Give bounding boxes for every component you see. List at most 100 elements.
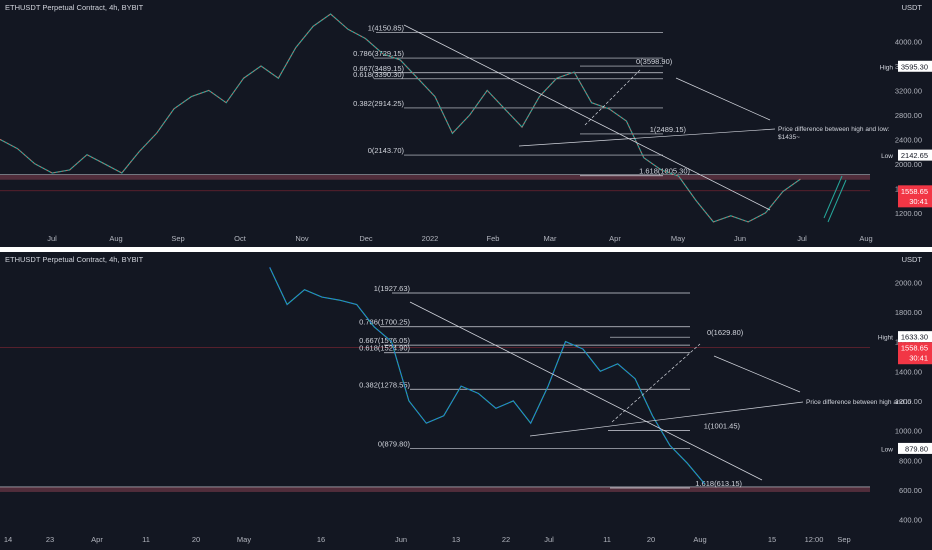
price-tag-value: 1633.30: [901, 333, 928, 342]
y-tick-label: 1200.00: [895, 209, 922, 218]
fib-level-label: 1.618(613.15): [695, 479, 742, 488]
x-tick-label: Jun: [395, 535, 407, 544]
support-zone: [0, 486, 870, 492]
fib-level-label: 0.786(3729.15): [353, 49, 404, 58]
y-tick-label: 1400.00: [895, 367, 922, 376]
y-tick-label: 2000.00: [895, 160, 922, 169]
x-tick-label: Apr: [609, 234, 621, 243]
fib-level-label: 0.618(3390.30): [353, 70, 404, 79]
support-zone: [0, 174, 870, 180]
price-tag: [898, 442, 932, 454]
y-tick-label: 2800.00: [895, 111, 922, 120]
annotation-arrow: [529, 401, 804, 437]
price-tag: [898, 342, 932, 365]
x-tick-label: 12:00: [805, 535, 824, 544]
x-tick-label: Oct: [234, 234, 247, 243]
x-tick-label: Sep: [171, 234, 184, 243]
annotation-arrow: [518, 128, 776, 147]
price-tag-side: Low: [881, 446, 893, 453]
x-tick-label: Jul: [47, 234, 57, 243]
x-tick-label: 2022: [422, 234, 439, 243]
annotation-arrow: [713, 355, 801, 393]
x-tick-label: Aug: [693, 535, 706, 544]
annotation-arrow: [675, 77, 771, 121]
price-tag: [898, 149, 932, 161]
fib-level-label: 0(2143.70): [368, 146, 405, 155]
fib-level-label: 0.667(1576.05): [359, 336, 410, 345]
price-tag-side: High: [880, 64, 894, 71]
x-tick-label: May: [237, 535, 251, 544]
x-tick-label: Aug: [109, 234, 122, 243]
fib-level-label: 0(3598.90): [636, 57, 673, 66]
fib-level-label: 0.667(3489.15): [353, 64, 404, 73]
trend-line: [403, 24, 771, 211]
x-tick-label: Jul: [544, 535, 554, 544]
y-tick-label: 2400.00: [895, 135, 922, 144]
x-tick-label: Dec: [359, 234, 373, 243]
x-tick-label: 11: [603, 535, 611, 544]
fib-level-label: 0.382(1278.55): [359, 380, 410, 389]
y-tick-label: 800.00: [899, 456, 922, 465]
y-tick-label: 1000.00: [895, 427, 922, 436]
price-tag-value: 1558.65: [901, 187, 928, 196]
x-tick-label: Jun: [734, 234, 746, 243]
x-tick-label: 23: [46, 535, 54, 544]
x-tick-label: Jul: [797, 234, 807, 243]
x-tick-label: Mar: [544, 234, 557, 243]
fib-level-label: 0(1629.80): [707, 328, 744, 337]
projection-line: [611, 343, 701, 423]
y-tick-label: 3200.00: [895, 86, 922, 95]
price-tag-side: Hight: [878, 335, 893, 342]
channel-line: [827, 179, 847, 223]
fib-level-label: 0.786(1700.25): [359, 318, 410, 327]
y-tick-label: 1200.00: [895, 397, 922, 406]
chart-bottom-svg: 2000.001800.001600.001400.001200.001000.…: [0, 267, 932, 544]
currency-label: USDT: [901, 255, 922, 264]
y-tick-label: 400.00: [899, 516, 922, 525]
price-tag-value: 3595.30: [901, 62, 928, 71]
x-tick-label: May: [671, 234, 685, 243]
trend-line: [409, 301, 763, 481]
symbol-title: ETHUSDT Perpetual Contract, 4h, BYBIT: [5, 3, 144, 12]
x-tick-label: Sep: [837, 535, 850, 544]
x-tick-label: 14: [4, 535, 12, 544]
annotation-text: Price difference between high and lo: [806, 399, 911, 406]
price-tag-value: 879.80: [905, 444, 928, 453]
currency-label: USDT: [901, 3, 922, 12]
x-tick-label: 11: [142, 535, 150, 544]
fib-level-label: 0.382(2914.25): [353, 99, 404, 108]
price-line-up: [269, 267, 706, 485]
projection-line: [584, 69, 641, 126]
fib-level-label: 1(1001.45): [704, 421, 741, 430]
y-tick-label: 2000.00: [895, 278, 922, 287]
x-tick-label: Feb: [487, 234, 500, 243]
chart-pane-bottom[interactable]: 2000.001800.001600.001400.001200.001000.…: [0, 252, 932, 550]
price-tag-timer: 30:41: [909, 197, 928, 206]
price-tag-side: Low: [881, 153, 893, 160]
fib-level-label: 0.618(1524.90): [359, 344, 410, 353]
channel-line: [823, 175, 843, 219]
fib-level-label: 1(4150.85): [368, 23, 405, 32]
y-tick-label: 1800.00: [895, 308, 922, 317]
fib-level-label: 1(1927.63): [374, 284, 411, 293]
x-tick-label: Aug: [859, 234, 872, 243]
price-tag-value: 1558.65: [901, 344, 928, 353]
price-tag: [898, 60, 932, 72]
price-line-overlay: [0, 13, 801, 223]
symbol-title: ETHUSDT Perpetual Contract, 4h, BYBIT: [5, 255, 144, 264]
x-tick-label: 16: [317, 535, 325, 544]
y-tick-label: 600.00: [899, 486, 922, 495]
x-tick-label: Nov: [295, 234, 309, 243]
x-tick-label: 22: [502, 535, 510, 544]
annotation-text: Price difference between high and low:: [778, 126, 890, 133]
x-tick-label: 20: [647, 535, 655, 544]
price-tag: [898, 185, 932, 208]
x-tick-label: Apr: [91, 535, 103, 544]
fib-level-label: 0(879.80): [378, 439, 411, 448]
annotation-text: $1435~: [778, 134, 800, 141]
chart-top-svg: 4000.003600.003200.002800.002400.002000.…: [0, 13, 932, 243]
price-tag-value: 2142.65: [901, 151, 928, 160]
chart-pane-top[interactable]: 4000.003600.003200.002800.002400.002000.…: [0, 0, 932, 247]
pane-separator[interactable]: [0, 247, 932, 252]
fib-level-label: 1(2489.15): [650, 125, 687, 134]
